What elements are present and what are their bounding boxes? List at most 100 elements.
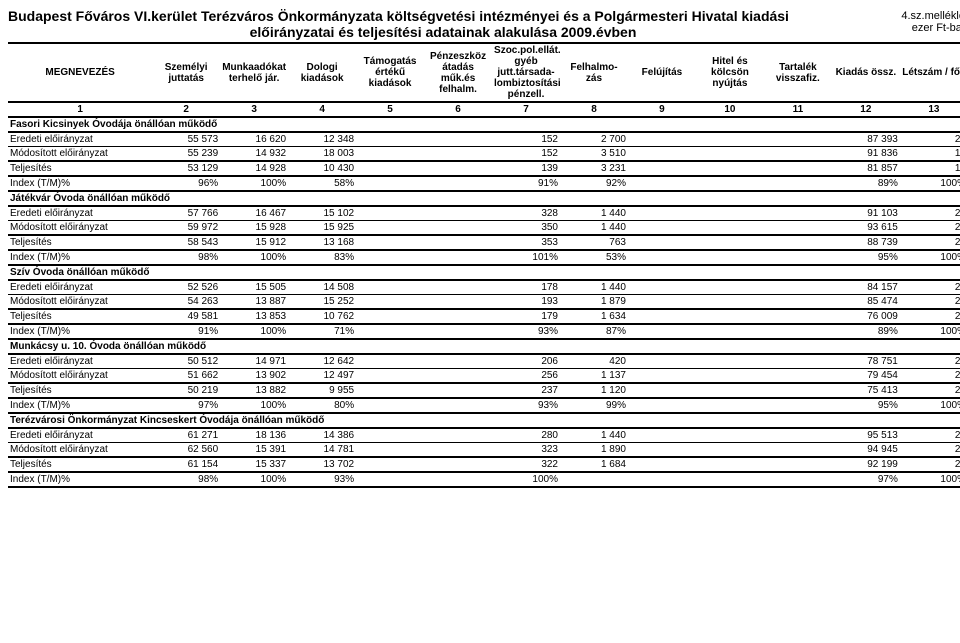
- cell: 92 199: [832, 457, 900, 472]
- cell: [356, 354, 424, 369]
- cell: 1 890: [560, 443, 628, 458]
- table-row: Teljesítés58 54315 91213 16835376388 739…: [8, 235, 960, 250]
- cell: 322: [492, 457, 560, 472]
- column-header: Felújítás: [628, 44, 696, 102]
- table-row: Módosított előirányzat59 97215 92815 925…: [8, 221, 960, 236]
- cell: [628, 369, 696, 384]
- cell: 76 009: [832, 309, 900, 324]
- table-row: Módosított előirányzat55 23914 93218 003…: [8, 147, 960, 162]
- cell: [424, 398, 492, 413]
- table-row: Index (T/M)%98%100%83%101%53%95%100%: [8, 250, 960, 265]
- cell: [424, 383, 492, 398]
- cell: [628, 295, 696, 310]
- section-title: Terézvárosi Önkormányzat Kincseskert Óvo…: [8, 413, 960, 428]
- cell: [424, 235, 492, 250]
- cell: [424, 324, 492, 339]
- cell: 15 337: [220, 457, 288, 472]
- row-label: Módosított előirányzat: [8, 147, 152, 162]
- cell: 1 120: [560, 383, 628, 398]
- annex-line-2: ezer Ft-ban: [901, 22, 960, 34]
- column-number: 8: [560, 102, 628, 117]
- cell: 95 513: [832, 428, 900, 443]
- cell: 1 440: [560, 280, 628, 295]
- cell: 14 781: [288, 443, 356, 458]
- table-row: Eredeti előirányzat52 52615 50514 508178…: [8, 280, 960, 295]
- cell: [696, 280, 764, 295]
- cell: [764, 132, 832, 147]
- section-header-row: Fasori Kicsinyek Óvodája önállóan működő: [8, 117, 960, 132]
- cell: 93%: [288, 472, 356, 487]
- section-header-row: Terézvárosi Önkormányzat Kincseskert Óvo…: [8, 413, 960, 428]
- cell: [696, 132, 764, 147]
- cell: [696, 147, 764, 162]
- cell: 139: [492, 161, 560, 176]
- cell: 97%: [152, 398, 220, 413]
- cell: 51 662: [152, 369, 220, 384]
- cell: [628, 398, 696, 413]
- table-row: Módosított előirányzat51 66213 90212 497…: [8, 369, 960, 384]
- column-number: 7: [492, 102, 560, 117]
- cell: 193: [492, 295, 560, 310]
- cell: 21: [900, 383, 960, 398]
- row-label: Teljesítés: [8, 309, 152, 324]
- table-row: Eredeti előirányzat61 27118 13614 386280…: [8, 428, 960, 443]
- cell: 50 219: [152, 383, 220, 398]
- cell: [628, 161, 696, 176]
- cell: [424, 147, 492, 162]
- cell: 16 620: [220, 132, 288, 147]
- column-number: 1: [8, 102, 152, 117]
- cell: [764, 457, 832, 472]
- cell: 15 505: [220, 280, 288, 295]
- cell: [356, 428, 424, 443]
- cell: 1 879: [560, 295, 628, 310]
- cell: [424, 280, 492, 295]
- cell: 89%: [832, 324, 900, 339]
- cell: 323: [492, 443, 560, 458]
- table-row: Teljesítés53 12914 92810 4301393 23181 8…: [8, 161, 960, 176]
- cell: 78 751: [832, 354, 900, 369]
- column-number: 11: [764, 102, 832, 117]
- cell: 87 393: [832, 132, 900, 147]
- cell: [424, 176, 492, 191]
- section-title: Fasori Kicsinyek Óvodája önállóan működő: [8, 117, 960, 132]
- cell: [356, 206, 424, 221]
- column-number-row: 12345678910111213: [8, 102, 960, 117]
- cell: 21: [900, 369, 960, 384]
- table-row: Index (T/M)%96%100%58%91%92%89%100%: [8, 176, 960, 191]
- cell: 81 857: [832, 161, 900, 176]
- cell: [764, 383, 832, 398]
- cell: [628, 383, 696, 398]
- cell: 15 391: [220, 443, 288, 458]
- cell: 20: [900, 309, 960, 324]
- cell: [628, 472, 696, 487]
- cell: 13 882: [220, 383, 288, 398]
- cell: [696, 443, 764, 458]
- cell: 1 440: [560, 206, 628, 221]
- cell: 152: [492, 147, 560, 162]
- table-row: Index (T/M)%98%100%93%100%97%100%: [8, 472, 960, 487]
- cell: 50 512: [152, 354, 220, 369]
- cell: [764, 472, 832, 487]
- cell: 93 615: [832, 221, 900, 236]
- cell: 100%: [220, 176, 288, 191]
- cell: [696, 221, 764, 236]
- cell: 20: [900, 280, 960, 295]
- budget-table: MEGNEVEZÉSSzemélyi juttatásMunkaadókat t…: [8, 44, 960, 488]
- row-label: Index (T/M)%: [8, 250, 152, 265]
- cell: [628, 457, 696, 472]
- cell: 1 684: [560, 457, 628, 472]
- column-header: Felhalmo- zás: [560, 44, 628, 102]
- cell: [628, 309, 696, 324]
- cell: 1 634: [560, 309, 628, 324]
- column-number: 6: [424, 102, 492, 117]
- row-label: Módosított előirányzat: [8, 369, 152, 384]
- cell: [764, 176, 832, 191]
- cell: 58%: [288, 176, 356, 191]
- table-body: 12345678910111213Fasori Kicsinyek Óvodáj…: [8, 102, 960, 487]
- annex-box: 4.sz.melléklet ezer Ft-ban: [901, 10, 960, 34]
- cell: 55 239: [152, 147, 220, 162]
- column-header: Kiadás össz.: [832, 44, 900, 102]
- cell: 26: [900, 428, 960, 443]
- cell: 14 386: [288, 428, 356, 443]
- cell: 328: [492, 206, 560, 221]
